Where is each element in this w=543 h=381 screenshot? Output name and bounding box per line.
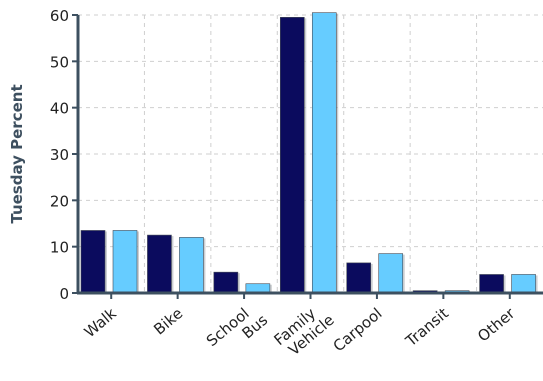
bar-light-walk [112,230,138,294]
x-tick-label-line: Other [474,304,519,346]
bar-dark-carpool [346,262,372,294]
x-tick-label-line: Transit [402,304,452,350]
y-tick-label: 10 [50,239,69,257]
x-tick-label: Carpool [330,304,386,355]
y-tick-label: 0 [59,285,69,303]
y-tick-labels: 0 10 20 30 40 50 60 [50,7,69,303]
x-tick-label: Bike [150,304,186,338]
bar-dark-family-vehicle [279,17,305,294]
axes [72,14,543,299]
x-tick-label: FamilyVehicle [271,298,338,362]
bar-light-family-vehicle [311,12,337,294]
y-tick-label: 60 [50,7,69,25]
bar-light-other [511,274,536,294]
bar-light-carpool [378,253,404,294]
x-tick-label: Transit [402,304,452,350]
x-tick-label: Walk [81,304,120,341]
y-axis-title: Tuesday Percent [8,84,26,223]
bar-dark-other [479,274,504,294]
bar-dark-school-bus [213,271,239,294]
x-tick-label-line: Bike [150,304,186,338]
bar-dark-bike [147,234,172,294]
y-tick-label: 40 [50,100,69,118]
x-tick-label: SchoolBus [203,298,271,363]
gridlines [78,14,543,293]
y-tick-label: 50 [50,53,69,71]
y-tick-label: 30 [50,146,69,164]
bar-dark-walk [80,230,106,294]
x-tick-label-line: Carpool [330,304,386,355]
x-tick-label-line: Walk [81,304,120,341]
bar-light-bike [179,237,204,294]
y-tick-label: 20 [50,192,69,210]
bars [80,12,538,295]
x-tick-label: Other [474,304,519,346]
